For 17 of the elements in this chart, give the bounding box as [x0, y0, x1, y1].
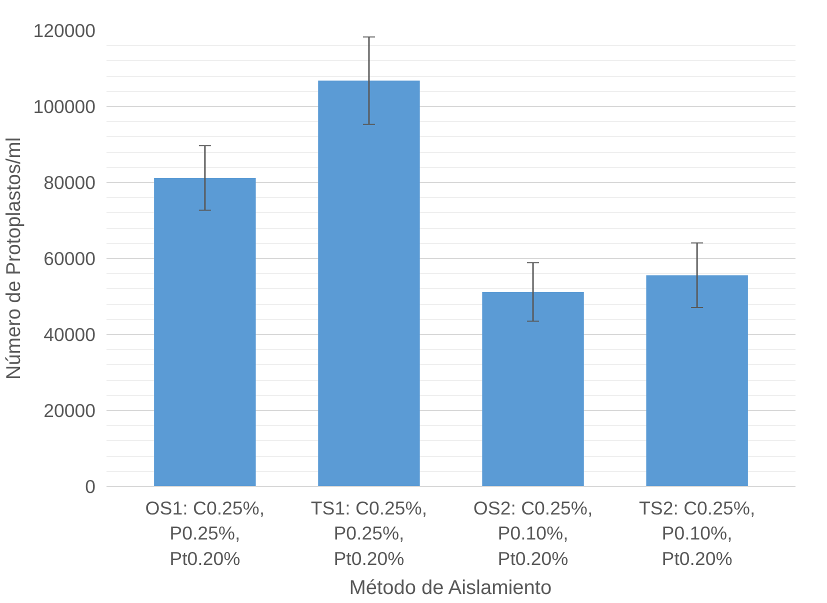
x-tick-label: TS1: C0.25%, P0.25%, Pt0.20%	[310, 498, 428, 569]
x-tick-label: OS1: C0.25%, P0.25%, Pt0.20%	[145, 498, 265, 569]
y-tick-label: 80000	[44, 172, 96, 193]
x-tick-label: OS2: C0.25%, P0.10%, Pt0.20%	[473, 498, 593, 569]
bar	[646, 275, 748, 486]
y-tick-label: 20000	[44, 400, 96, 421]
bar	[318, 80, 420, 486]
y-tick-label: 40000	[44, 324, 96, 345]
y-tick-label: 100000	[33, 96, 96, 117]
bar	[482, 292, 584, 486]
bar	[154, 178, 256, 486]
y-tick-label: 120000	[33, 20, 96, 41]
y-axis-title: Número de Protoplastos/ml	[3, 137, 26, 380]
x-tick-label: TS2: C0.25%, P0.10%, Pt0.20%	[639, 498, 756, 569]
y-tick-label: 60000	[44, 248, 96, 269]
y-tick-label: 0	[85, 476, 96, 497]
x-axis-title: Método de Aislamiento	[349, 576, 552, 599]
